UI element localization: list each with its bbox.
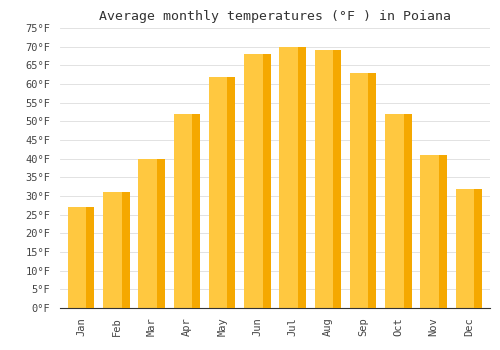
- Bar: [456, 189, 482, 308]
- Bar: [209, 77, 236, 308]
- Bar: [474, 189, 482, 308]
- Title: Average monthly temperatures (°F ) in Poiana: Average monthly temperatures (°F ) in Po…: [99, 10, 451, 23]
- Bar: [103, 192, 130, 308]
- Bar: [86, 207, 94, 308]
- Bar: [280, 47, 306, 308]
- Bar: [439, 155, 447, 308]
- Bar: [174, 114, 200, 308]
- Bar: [404, 114, 411, 308]
- Bar: [314, 50, 341, 308]
- Bar: [385, 114, 411, 308]
- Bar: [368, 73, 376, 308]
- Bar: [138, 159, 165, 308]
- Bar: [420, 155, 447, 308]
- Bar: [298, 47, 306, 308]
- Bar: [192, 114, 200, 308]
- Bar: [122, 192, 130, 308]
- Bar: [262, 54, 270, 308]
- Bar: [244, 54, 270, 308]
- Bar: [228, 77, 235, 308]
- Bar: [68, 207, 94, 308]
- Bar: [350, 73, 376, 308]
- Bar: [333, 50, 341, 308]
- Bar: [157, 159, 165, 308]
